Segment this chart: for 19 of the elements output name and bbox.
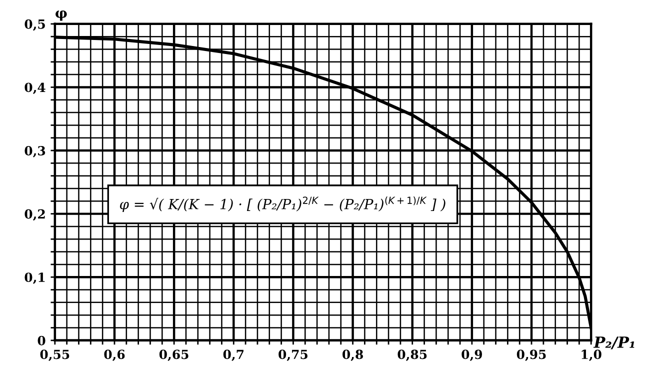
x-tick-label: 0,8 [342, 350, 363, 361]
annotation: φ = √( K/(K − 1) · [ (P₂/P₁)$^{2/K}$ − (P₂/P₁)$^{(K+1)/K}$ ] ) [120, 196, 446, 212]
x-tick-label: 0,9 [462, 350, 482, 361]
x-tick-label: 0,85 [398, 350, 427, 361]
x-tick-label: 0,6 [104, 350, 125, 361]
x-tick-label: 0,65 [159, 350, 188, 361]
y-tick-label: 0,4 [24, 82, 46, 94]
x-tick-label: 0,7 [223, 350, 244, 361]
x-tick-label: 0,55 [40, 350, 70, 361]
y-tick-label: 0,1 [24, 272, 45, 284]
y-axis-title: φ [56, 10, 67, 21]
x-tick-label: 0,95 [516, 350, 546, 361]
y-tick-label: 0,2 [24, 209, 45, 221]
x-tick-label: 1,0 [582, 350, 602, 361]
x-axis-title: P₂/P₁ [593, 336, 634, 350]
y-tick-label: 0 [38, 336, 46, 346]
y-tick-label: 0,3 [24, 146, 46, 158]
x-tick-label: 0,75 [278, 350, 308, 361]
y-tick-label: 0,5 [24, 19, 45, 31]
